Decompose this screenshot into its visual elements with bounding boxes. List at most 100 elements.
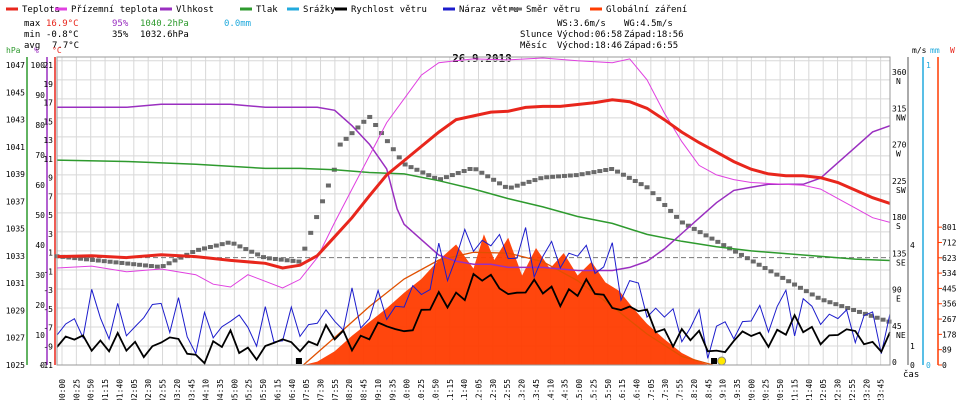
temp-tick-label: 1 bbox=[48, 249, 53, 258]
wind-dir-point bbox=[131, 262, 137, 267]
wind-dir-point bbox=[609, 167, 615, 172]
wind-dir-point bbox=[774, 272, 780, 277]
temp-tick-label: -9 bbox=[43, 342, 53, 351]
x-tick-label: 21:15 bbox=[790, 379, 799, 400]
x-tick-label: 07:30 bbox=[317, 379, 326, 400]
x-tick-label: 10:50 bbox=[431, 379, 440, 400]
wind-dir-point bbox=[856, 309, 862, 314]
stat-max-hum: 95% bbox=[112, 19, 129, 29]
wind-dir-point bbox=[644, 185, 650, 190]
dir-tick-deg: 0 bbox=[892, 358, 897, 367]
stat-min-temp: -0.8°C bbox=[46, 30, 79, 40]
wind-dir-point bbox=[674, 214, 680, 219]
hum-axis-unit: % bbox=[34, 46, 39, 55]
temp-tick-label: -3 bbox=[43, 286, 53, 295]
dir-tick-deg: 225 bbox=[892, 177, 907, 186]
wind-dir-point bbox=[414, 167, 420, 172]
press-tick-label: 1043 bbox=[6, 116, 25, 125]
wind-dir-point bbox=[219, 242, 225, 247]
wind-dir-point bbox=[296, 259, 302, 264]
wind-dir-point bbox=[827, 300, 833, 305]
wind-dir-point bbox=[591, 170, 597, 175]
x-tick-label: 14:35 bbox=[561, 379, 570, 400]
dir-tick-deg: 180 bbox=[892, 213, 907, 222]
x-tick-label: 23:45 bbox=[877, 379, 886, 400]
hum-tick-label: 100 bbox=[31, 61, 46, 70]
wind-dir-point bbox=[556, 174, 562, 179]
radiation-area bbox=[57, 234, 890, 365]
x-tick-label: 21:40 bbox=[805, 379, 814, 400]
stat-max-rain: 0.0mm bbox=[224, 19, 251, 29]
wind-dir-point bbox=[438, 177, 444, 182]
wind-dir-point bbox=[113, 260, 119, 265]
dir-tick-deg: 135 bbox=[892, 249, 907, 258]
wind-dir-point bbox=[845, 306, 851, 311]
x-tick-label: 16:40 bbox=[632, 379, 641, 400]
dir-tick-label: SE bbox=[896, 258, 906, 267]
wind-dir-point bbox=[290, 258, 296, 263]
x-tick-label: 09:10 bbox=[374, 379, 383, 400]
wind-dir-point bbox=[249, 249, 255, 254]
legend: Teplota Přízemní teplota Vlhkost Tlak Srážky… bbox=[6, 5, 687, 15]
stat-avg-temp: 7.7°C bbox=[52, 41, 79, 51]
info-sun-label: Slunce bbox=[520, 30, 553, 40]
rad-tick-label: 89 bbox=[942, 346, 952, 355]
wind-dir-point bbox=[349, 131, 355, 136]
x-tick-label: 17:30 bbox=[661, 379, 670, 400]
wind-dir-point bbox=[243, 247, 249, 252]
x-tick-label: 07:55 bbox=[331, 379, 340, 400]
press-tick-label: 1037 bbox=[6, 197, 25, 206]
wind-dir-point bbox=[443, 175, 449, 180]
wind-dir-point bbox=[650, 191, 656, 196]
hum-tick-label: 90 bbox=[35, 91, 45, 100]
wind-dir-point bbox=[361, 119, 367, 124]
wind-dir-point bbox=[137, 262, 143, 267]
press-axis-unit: hPa bbox=[6, 46, 21, 55]
wind-dir-point bbox=[278, 257, 284, 262]
humidity-line bbox=[57, 103, 891, 272]
wind-dir-point bbox=[786, 279, 792, 284]
x-tick-label: 01:15 bbox=[101, 379, 110, 400]
x-tick-label: 16:15 bbox=[618, 379, 627, 400]
x-tick-label: 17:55 bbox=[676, 379, 685, 400]
wind-dir-point bbox=[497, 181, 503, 186]
x-tick-label: 15:00 bbox=[575, 379, 584, 400]
x-tick-label: 18:20 bbox=[690, 379, 699, 400]
hum-tick-label: 40 bbox=[35, 241, 45, 250]
stats-block: max 16.9°C 95% 1040.2hPa 0.0mm min -0.8°… bbox=[24, 19, 251, 51]
wind-dir-point bbox=[78, 256, 84, 261]
dir-tick-label: N bbox=[896, 77, 901, 86]
wind-dir-point bbox=[426, 173, 432, 178]
wind-dir-point bbox=[508, 185, 514, 190]
wind-dir-point bbox=[561, 173, 567, 178]
legend-item: Globální záření bbox=[606, 5, 687, 15]
dir-tick-label: SW bbox=[896, 186, 906, 195]
x-tick-label: 00:25 bbox=[72, 379, 81, 400]
press-tick-label: 1031 bbox=[6, 279, 25, 288]
wind-dir-point bbox=[225, 240, 231, 245]
x-tick-label: 03:45 bbox=[187, 379, 196, 400]
press-tick-label: 1025 bbox=[6, 361, 25, 370]
temp-axis-unit: °C bbox=[52, 46, 62, 55]
wind-dir-point bbox=[851, 307, 857, 312]
x-tick-label: 07:05 bbox=[302, 379, 311, 400]
press-tick-label: 1033 bbox=[6, 252, 25, 261]
wind-dir-point bbox=[868, 313, 874, 318]
rad-axis-unit: W bbox=[950, 46, 955, 55]
wind-dir-point bbox=[703, 233, 709, 238]
press-tick-label: 1045 bbox=[6, 88, 25, 97]
wind-dir-point bbox=[467, 167, 473, 172]
wind-dir-point bbox=[420, 170, 426, 175]
wind-dir-point bbox=[101, 259, 107, 264]
wind-tick-label: 1 bbox=[910, 342, 915, 351]
wind-dir-point bbox=[797, 285, 803, 290]
wind-dir-point bbox=[343, 136, 349, 141]
info-block: WS:3.6m/s WG:4.5m/s Slunce Východ:06:58 … bbox=[520, 19, 684, 51]
wind-dir-point bbox=[255, 252, 261, 257]
wind-dir-point bbox=[272, 256, 278, 261]
press-tick-label: 1041 bbox=[6, 143, 25, 152]
wind-dir-point bbox=[579, 172, 585, 177]
temp-tick-label: 11 bbox=[43, 155, 53, 164]
wind-dir-point bbox=[160, 264, 166, 269]
press-tick-label: 1027 bbox=[6, 334, 25, 343]
